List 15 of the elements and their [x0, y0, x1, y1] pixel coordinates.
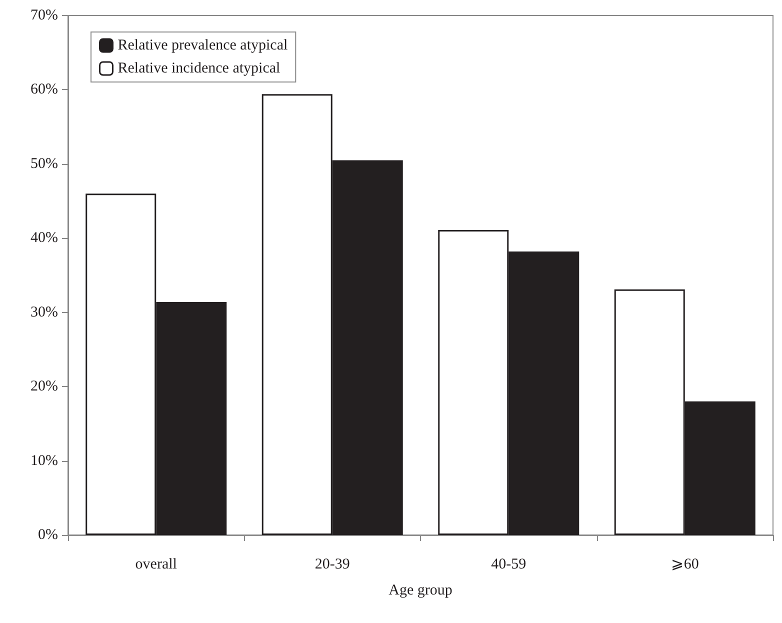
x-axis-title: Age group	[388, 582, 452, 598]
x-tick-label: overall	[135, 556, 177, 572]
y-tick-label: 40%	[30, 230, 58, 246]
y-tick-label: 60%	[30, 82, 58, 98]
y-tick-label: 10%	[30, 452, 58, 469]
x-tick-label: 40-59	[491, 556, 526, 572]
y-tick-label: 20%	[30, 378, 58, 395]
y-tick-label: 30%	[30, 304, 58, 320]
x-tick-label: ⩾60	[670, 556, 699, 572]
y-tick-label: 70%	[30, 8, 58, 24]
x-tick-label: 20-39	[314, 556, 350, 572]
legend-label: Relative incidence atypical	[118, 60, 280, 76]
y-tick-label: 50%	[30, 156, 58, 172]
y-tick-label: 0%	[38, 527, 58, 543]
legend-label: Relative prevalence atypical	[118, 38, 288, 54]
